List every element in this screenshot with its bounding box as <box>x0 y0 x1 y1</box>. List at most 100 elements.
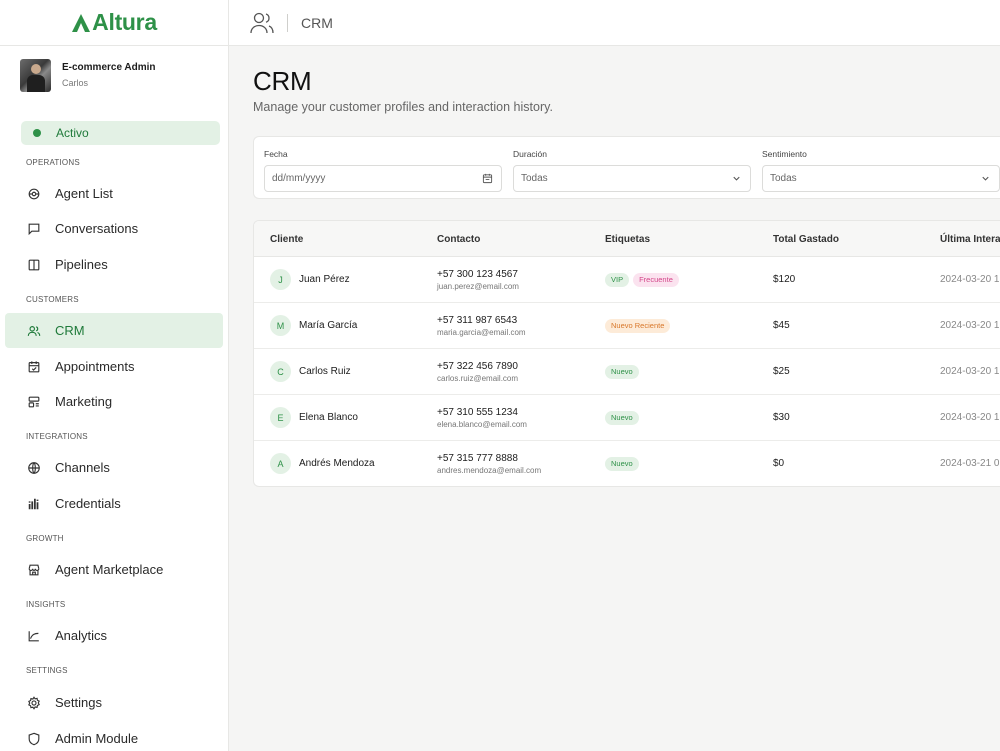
section-settings: SETTINGS <box>26 666 68 675</box>
sidebar-item-label: Credentials <box>55 496 121 511</box>
layout-icon <box>26 394 42 410</box>
client-email: juan.perez@email.com <box>437 282 519 291</box>
agent-icon <box>26 186 42 202</box>
column-header-ultima[interactable]: Última Intera <box>940 234 1000 245</box>
topbar-title: CRM <box>301 14 333 31</box>
avatar <box>20 58 51 92</box>
column-header-etiquetas[interactable]: Etiquetas <box>605 234 651 245</box>
last-interaction: 2024-03-21 0 <box>940 458 1000 469</box>
tag-list: Nuevo <box>605 457 639 471</box>
filter-fecha: Fecha dd/mm/yyyy <box>264 149 502 192</box>
chevron-down-icon <box>982 176 989 181</box>
sidebar-item-marketing[interactable]: Marketing <box>5 384 223 419</box>
client-phone: +57 322 456 7890 <box>437 361 518 372</box>
status-badge[interactable]: Activo <box>21 121 220 145</box>
table-row[interactable]: A Andrés Mendoza +57 315 777 8888 andres.me… <box>254 441 1000 486</box>
gear-icon <box>26 695 42 711</box>
tag-list: Nuevo <box>605 365 639 379</box>
topbar-divider <box>287 13 288 32</box>
sidebar-item-analytics[interactable]: Analytics <box>5 618 223 653</box>
calendar-icon[interactable] <box>482 173 493 184</box>
table-row[interactable]: M María García +57 311 987 6543 maria.garci… <box>254 303 1000 349</box>
user-profile[interactable]: E-commerce Admin Carlos <box>0 46 228 104</box>
client-name[interactable]: María García <box>299 320 358 331</box>
profile-name: Carlos <box>62 78 89 88</box>
topbar: CRM <box>229 0 1000 46</box>
users-icon[interactable] <box>249 10 275 36</box>
customers-table: Cliente Contacto Etiquetas Total Gastado… <box>253 220 1000 487</box>
column-header-total[interactable]: Total Gastado <box>773 234 839 245</box>
section-integrations: INTEGRATIONS <box>26 432 88 441</box>
sidebar-item-label: Agent Marketplace <box>55 562 164 577</box>
client-email: carlos.ruiz@email.com <box>437 374 519 383</box>
sidebar: Altura E-commerce Admin Carlos Activo OP… <box>0 0 229 751</box>
table-row[interactable]: E Elena Blanco +57 310 555 1234 elena.blanc… <box>254 395 1000 441</box>
table-row[interactable]: C Carlos Ruiz +57 322 456 7890 carlos.ruiz@… <box>254 349 1000 395</box>
client-name[interactable]: Elena Blanco <box>299 412 358 423</box>
client-phone: +57 311 987 6543 <box>437 315 518 326</box>
globe-icon <box>26 460 42 476</box>
client-email: andres.mendoza@email.com <box>437 466 542 475</box>
filter-label: Sentimiento <box>762 149 807 159</box>
last-interaction: 2024-03-20 1 <box>940 320 1000 331</box>
chevron-down-icon <box>733 176 740 181</box>
column-header-contacto[interactable]: Contacto <box>437 234 481 245</box>
users-icon <box>26 323 42 339</box>
client-initial-avatar: E <box>270 407 291 428</box>
sidebar-item-credentials[interactable]: Credentials <box>5 486 223 521</box>
tag-badge: Nuevo <box>605 411 639 425</box>
sidebar-item-admin-module[interactable]: Admin Module <box>5 721 223 751</box>
client-name[interactable]: Andrés Mendoza <box>299 458 375 469</box>
tag-badge: Nuevo <box>605 365 639 379</box>
tag-badge: Nuevo Reciente <box>605 319 671 333</box>
total-spent: $120 <box>773 274 796 285</box>
client-initial-avatar: C <box>270 361 291 382</box>
filters-panel: Fecha dd/mm/yyyy Duración Todas Sentimie… <box>253 136 1000 199</box>
total-spent: $30 <box>773 412 790 423</box>
sidebar-item-channels[interactable]: Channels <box>5 450 223 485</box>
sidebar-item-label: Channels <box>55 460 110 475</box>
select-value: Todas <box>521 173 548 184</box>
status-dot-icon <box>33 129 41 137</box>
chart-line-icon <box>26 628 42 644</box>
section-customers: CUSTOMERS <box>26 295 79 304</box>
shield-icon <box>26 731 42 747</box>
table-row[interactable]: J Juan Pérez +57 300 123 4567 juan.perez@em… <box>254 257 1000 303</box>
brand-name: Altura <box>92 9 157 35</box>
column-header-cliente[interactable]: Cliente <box>270 234 304 245</box>
calendar-check-icon <box>26 359 42 375</box>
sidebar-item-label: Appointments <box>55 359 135 374</box>
table-body: J Juan Pérez +57 300 123 4567 juan.perez@em… <box>254 257 1000 486</box>
filter-label: Duración <box>513 149 548 159</box>
date-input[interactable]: dd/mm/yyyy <box>264 165 502 192</box>
client-name[interactable]: Juan Pérez <box>299 274 350 285</box>
profile-role: E-commerce Admin <box>62 62 156 73</box>
section-insights: INSIGHTS <box>26 600 66 609</box>
sidebar-item-crm[interactable]: CRM <box>5 313 223 348</box>
sidebar-item-agent-list[interactable]: Agent List <box>5 176 223 211</box>
sidebar-item-conversations[interactable]: Conversations <box>5 211 223 246</box>
tag-list: VIP Frecuente <box>605 273 679 287</box>
client-phone: +57 300 123 4567 <box>437 269 518 280</box>
brand-logo[interactable]: Altura <box>71 9 157 36</box>
sidebar-item-appointments[interactable]: Appointments <box>5 349 223 384</box>
duracion-select[interactable]: Todas <box>513 165 751 192</box>
columns-icon <box>26 257 42 273</box>
tag-badge: Nuevo <box>605 457 639 471</box>
sidebar-item-pipelines[interactable]: Pipelines <box>5 247 223 282</box>
sidebar-item-label: Analytics <box>55 628 108 643</box>
sentimiento-select[interactable]: Todas <box>762 165 1000 192</box>
sidebar-item-agent-marketplace[interactable]: Agent Marketplace <box>5 552 223 587</box>
client-initial-avatar: J <box>270 269 291 290</box>
total-spent: $0 <box>773 458 785 469</box>
filter-label: Fecha <box>264 149 288 159</box>
sidebar-item-settings[interactable]: Settings <box>5 685 223 720</box>
sidebar-item-label: Pipelines <box>55 257 108 272</box>
sidebar-item-label: Settings <box>55 695 102 710</box>
section-operations: OPERATIONS <box>26 158 80 167</box>
sidebar-item-label: CRM <box>55 323 85 338</box>
client-initial-avatar: A <box>270 453 291 474</box>
brand-logo-icon <box>72 13 91 32</box>
client-email: elena.blanco@email.com <box>437 420 527 429</box>
client-name[interactable]: Carlos Ruiz <box>299 366 351 377</box>
